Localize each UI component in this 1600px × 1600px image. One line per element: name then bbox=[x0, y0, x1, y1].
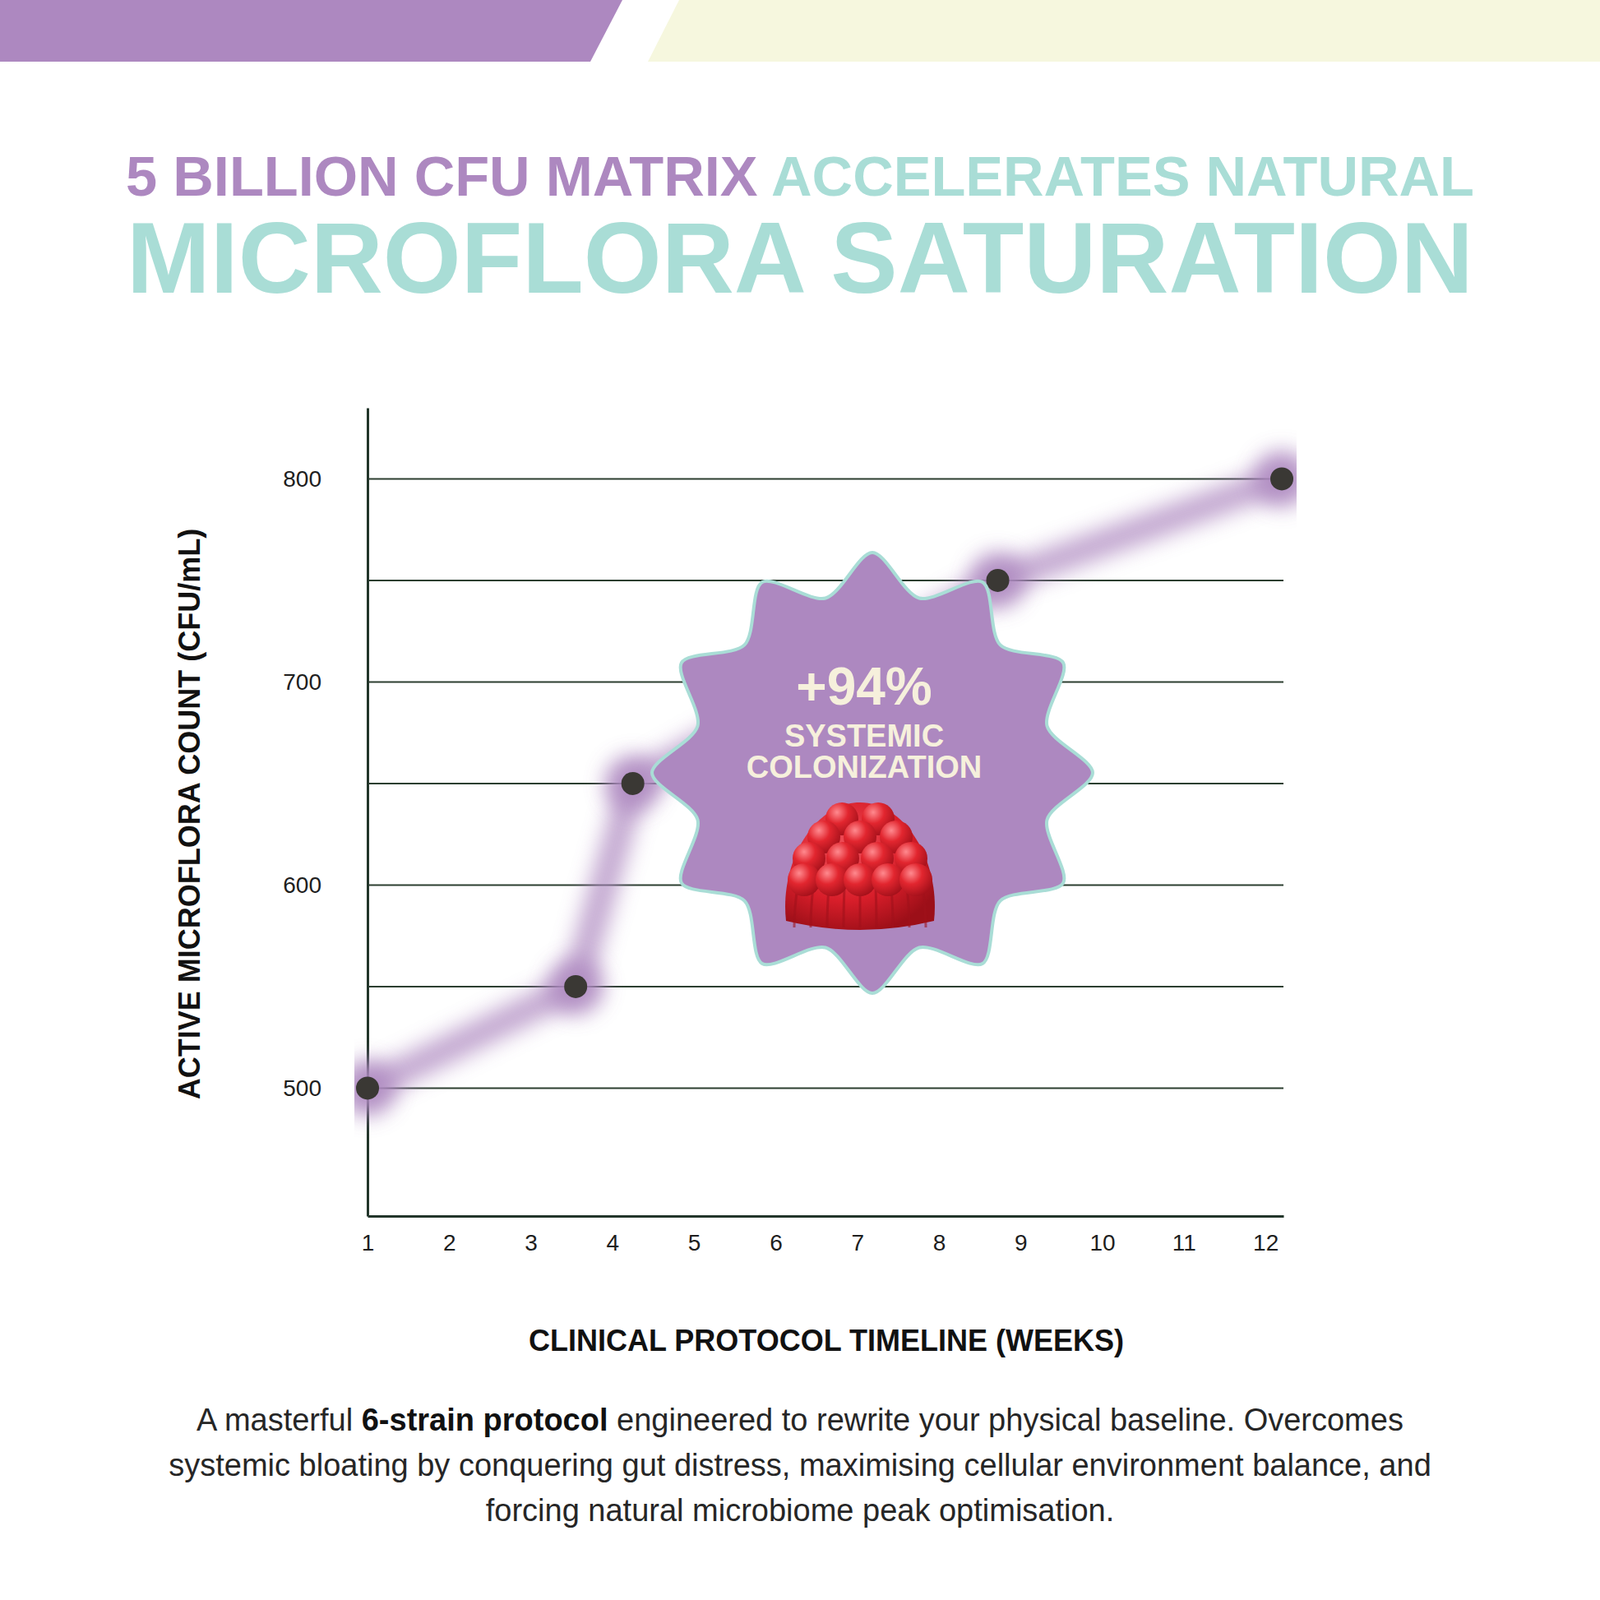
point bbox=[985, 568, 1009, 592]
point bbox=[1270, 467, 1294, 491]
x-tick: 6 bbox=[769, 1216, 783, 1256]
x-tick-label: 12 bbox=[1253, 1230, 1279, 1256]
banner-right bbox=[647, 0, 1600, 62]
title-part: 5 BILLION CFU MATRIX bbox=[125, 144, 759, 209]
caption-text: A masterful bbox=[196, 1402, 362, 1438]
y-tick: 800 bbox=[282, 466, 368, 492]
grid-line bbox=[367, 477, 1284, 480]
gummy-ridge bbox=[843, 886, 845, 928]
glow-halo bbox=[605, 755, 662, 812]
x-tick-label: 6 bbox=[769, 1230, 783, 1256]
grid-line bbox=[367, 985, 1284, 988]
badge-label: SYSTEMICCOLONIZATION bbox=[746, 718, 982, 785]
x-tick: 7 bbox=[850, 1216, 865, 1256]
x-axis: 123456789101112 bbox=[361, 1216, 1285, 1256]
caption-bold: 6-strain protocol bbox=[361, 1402, 609, 1438]
x-tick-label: 9 bbox=[1014, 1230, 1028, 1256]
x-tick: 8 bbox=[933, 1216, 947, 1256]
x-tick: 11 bbox=[1172, 1216, 1197, 1256]
x-tick-label: 10 bbox=[1090, 1230, 1116, 1256]
x-tick: 1 bbox=[361, 1216, 375, 1256]
plot bbox=[354, 450, 1297, 1116]
badge-value: +94% bbox=[795, 656, 932, 717]
grid-line bbox=[367, 579, 1284, 582]
gummy bbox=[785, 802, 935, 930]
x-tick-label: 8 bbox=[933, 1230, 947, 1256]
grid bbox=[367, 478, 1284, 1088]
badge-label-line: COLONIZATION bbox=[746, 749, 982, 785]
grid-line bbox=[367, 1086, 1284, 1089]
x-axis-line bbox=[368, 1215, 1285, 1218]
x-tick-label: 1 bbox=[361, 1230, 375, 1256]
chart: 5 BILLION CFU MATRIX ACCELERATES NATURAL… bbox=[0, 0, 1600, 1600]
y-axis-title: ACTIVE MICROFLORA COUNT (CFU/mL) bbox=[172, 528, 207, 1101]
title: MICROFLORA SATURATION bbox=[126, 202, 1474, 315]
glow-halo bbox=[1253, 450, 1297, 507]
x-tick-label: 5 bbox=[688, 1230, 702, 1256]
caption: A masterful 6-strain protocol engineered… bbox=[156, 1397, 1444, 1534]
title-part: ACCELERATES NATURAL bbox=[758, 144, 1475, 209]
x-tick: 9 bbox=[1014, 1216, 1028, 1256]
x-tick-label: 2 bbox=[443, 1230, 457, 1256]
banner-left bbox=[0, 0, 623, 62]
x-tick: 5 bbox=[688, 1216, 702, 1256]
x-tick: 2 bbox=[443, 1216, 457, 1256]
point bbox=[564, 975, 588, 999]
point bbox=[356, 1076, 380, 1100]
y-tick-label: 600 bbox=[282, 872, 322, 898]
x-tick: 4 bbox=[606, 1216, 620, 1256]
x-tick-label: 11 bbox=[1172, 1230, 1197, 1256]
y-tick: 700 bbox=[282, 669, 368, 695]
title: 5 BILLION CFU MATRIX ACCELERATES NATURAL bbox=[125, 144, 1475, 209]
glow-line bbox=[367, 478, 1282, 1088]
y-tick-label: 800 bbox=[282, 466, 322, 492]
x-tick-label: 7 bbox=[850, 1230, 865, 1256]
x-tick: 12 bbox=[1253, 1216, 1279, 1256]
y-tick-label: 700 bbox=[282, 669, 322, 695]
x-tick-label: 3 bbox=[524, 1230, 538, 1256]
gummy-ridge bbox=[875, 886, 877, 928]
badge-label-line: SYSTEMIC bbox=[784, 718, 944, 754]
x-axis-title: CLINICAL PROTOCOL TIMELINE (WEEKS) bbox=[528, 1323, 1124, 1358]
badge: +94%SYSTEMICCOLONIZATION bbox=[652, 552, 1093, 994]
glow-halo bbox=[547, 958, 604, 1015]
x-tick: 3 bbox=[524, 1216, 538, 1256]
glow-halo bbox=[354, 1059, 396, 1116]
badge-shape bbox=[652, 552, 1093, 994]
y-tick-label: 500 bbox=[282, 1075, 322, 1101]
gummy-body bbox=[785, 802, 935, 930]
x-tick-label: 4 bbox=[606, 1230, 620, 1256]
gummy-bump bbox=[899, 863, 933, 897]
y-tick: 600 bbox=[282, 872, 368, 898]
point bbox=[621, 772, 645, 796]
x-tick: 10 bbox=[1090, 1216, 1116, 1256]
